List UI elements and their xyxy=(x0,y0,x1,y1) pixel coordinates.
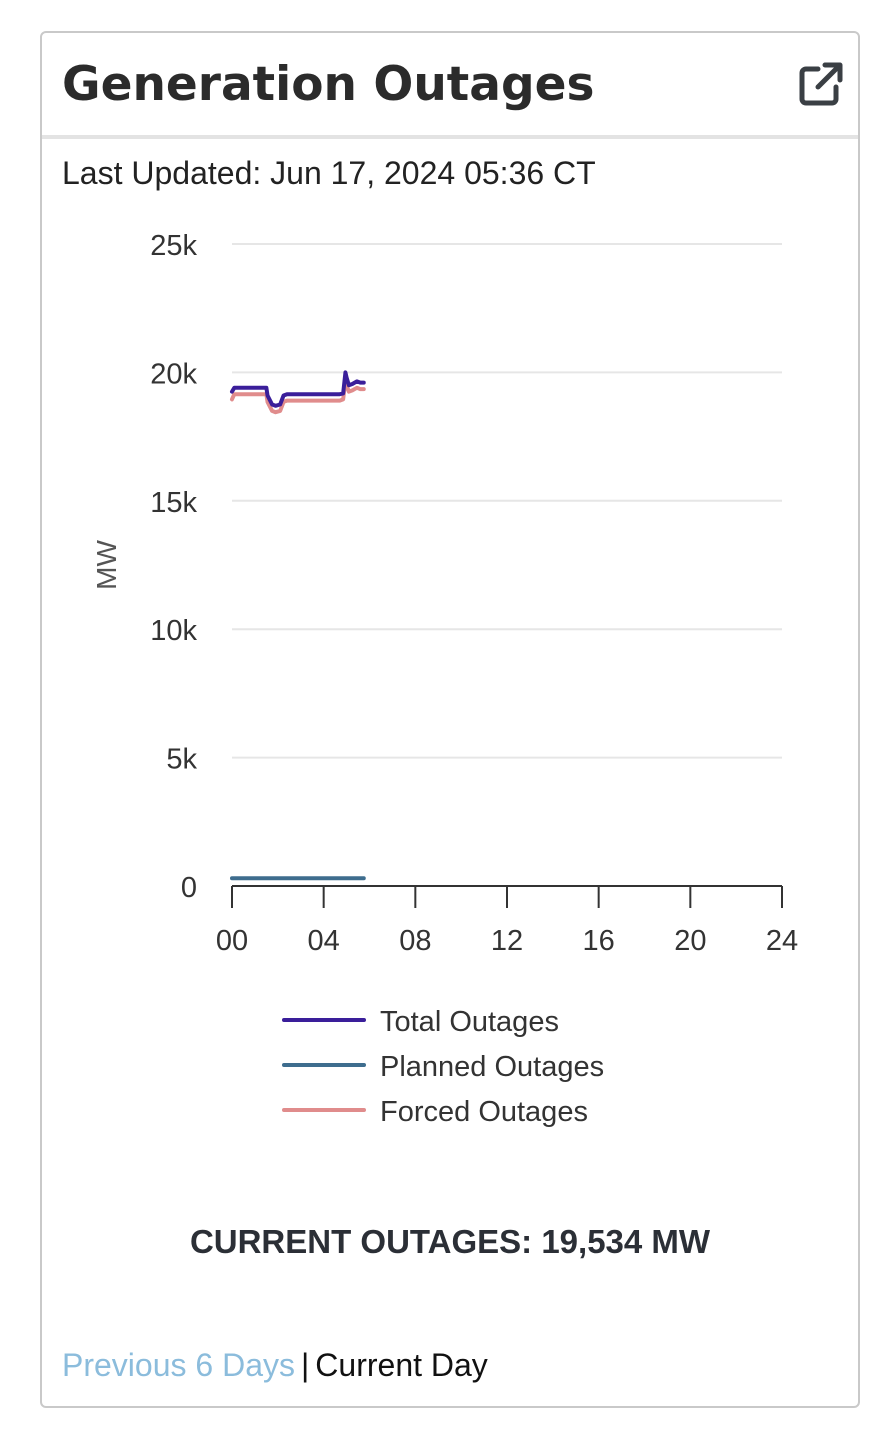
series-line-total-outages xyxy=(230,370,366,408)
outages-chart: 0 5k 10k 15k 20k 25k MW 00 04 08 12 16 20 24 Total Ou… xyxy=(91,230,798,1128)
generation-outages-card: Generation Outages Last Updated: Jun 17,… xyxy=(40,31,860,1408)
chart-series xyxy=(230,370,366,881)
y-tick-label: 0 xyxy=(181,872,197,904)
x-tick-label: 20 xyxy=(674,925,706,957)
legend-label: Planned Outages xyxy=(380,1051,604,1083)
x-tick-label: 16 xyxy=(583,925,615,957)
footer-separator: | xyxy=(300,1347,310,1383)
external-link-icon[interactable] xyxy=(798,61,844,107)
last-updated-text: Last Updated: Jun 17, 2024 05:36 CT xyxy=(62,155,596,191)
card-title: Generation Outages xyxy=(62,57,595,112)
x-tick-label: 12 xyxy=(491,925,523,957)
footer-nav: Previous 6 Days | Current Day xyxy=(62,1347,488,1384)
x-tick-label: 00 xyxy=(216,925,248,957)
y-tick-label: 10k xyxy=(150,615,197,647)
y-tick-label: 25k xyxy=(150,230,197,262)
x-tick-label: 24 xyxy=(766,925,798,957)
y-tick-label: 15k xyxy=(150,487,197,519)
y-tick-label: 20k xyxy=(150,358,197,390)
chart-grid xyxy=(232,243,782,759)
current-day-label: Current Day xyxy=(315,1347,488,1383)
x-tick-label: 08 xyxy=(399,925,431,957)
current-outages-summary: CURRENT OUTAGES: 19,534 MW xyxy=(189,1223,711,1260)
y-tick-label: 5k xyxy=(166,744,197,776)
y-axis-label: MW xyxy=(91,540,122,590)
chart-axes: 0 5k 10k 15k 20k 25k MW 00 04 08 12 16 20 24 xyxy=(91,230,798,957)
legend-label: Total Outages xyxy=(380,1006,559,1038)
external-link-icon-svg xyxy=(799,62,843,106)
legend-label: Forced Outages xyxy=(380,1096,588,1128)
chart-legend: Total Outages Planned Outages Forced Outag… xyxy=(282,1006,604,1128)
x-tick-label: 04 xyxy=(308,925,340,957)
card-header: Generation Outages xyxy=(42,33,858,139)
previous-6-days-link[interactable]: Previous 6 Days xyxy=(62,1347,295,1383)
